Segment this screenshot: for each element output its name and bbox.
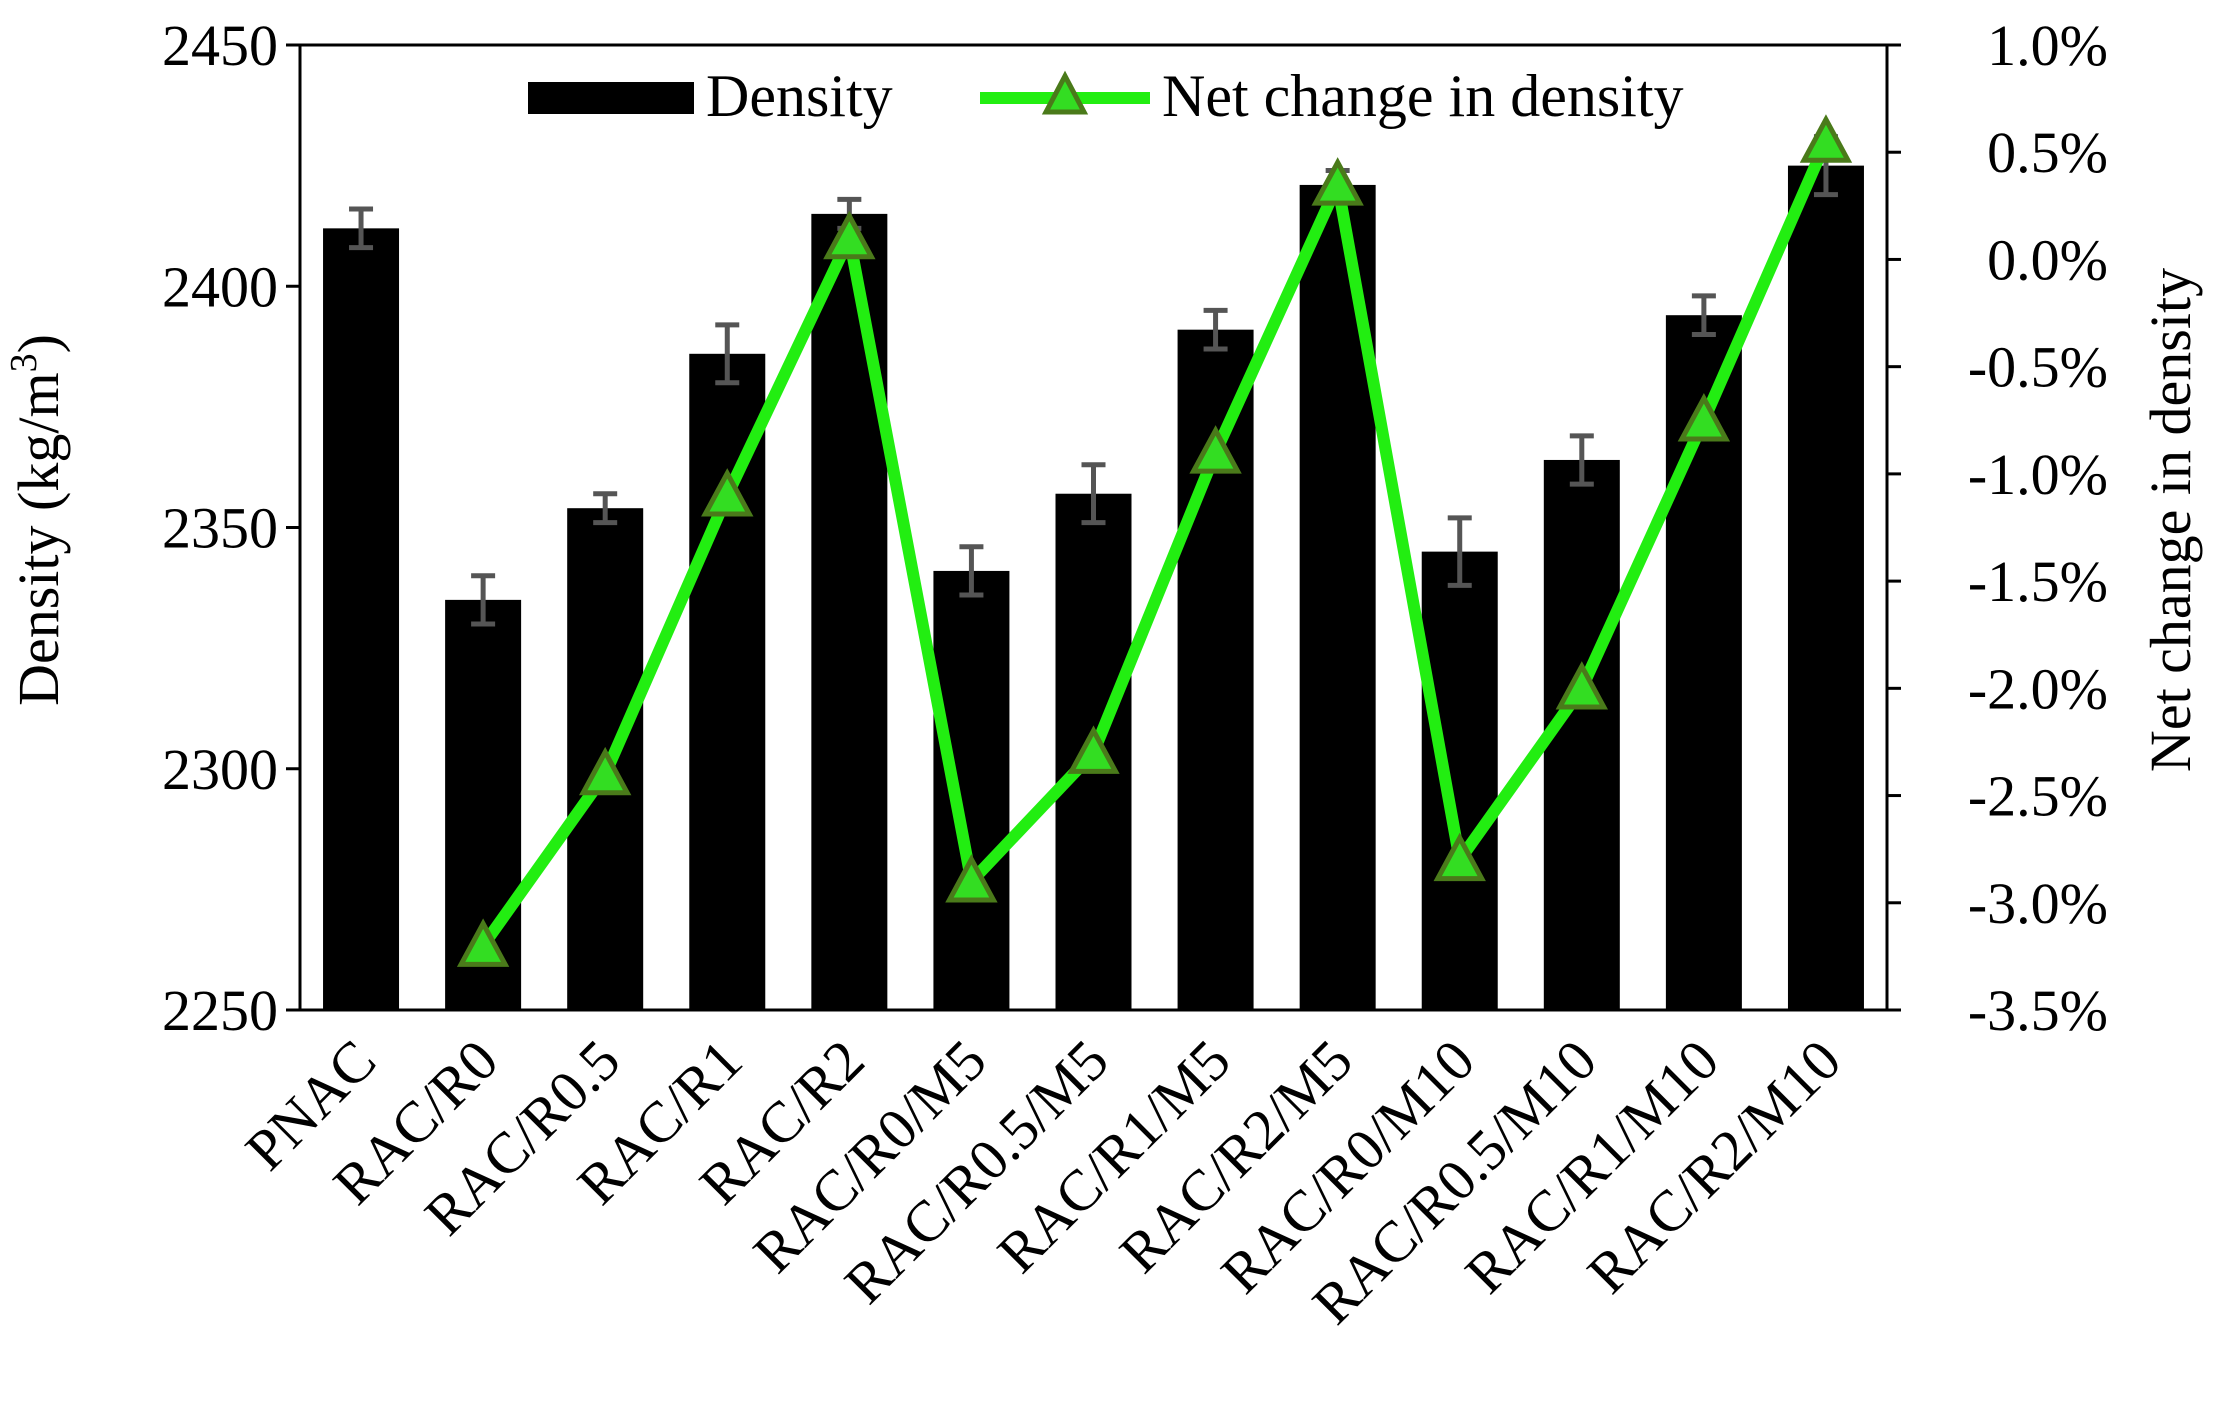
left-axis-tick-label: 2400 [162,254,278,319]
right-axis-tick-label: -3.0% [1968,871,2108,936]
net-change-marker [1433,832,1486,882]
left-axis-title: Density (kg/m3) [3,334,71,706]
line-series [456,114,1853,967]
density-bar [1421,551,1498,1010]
net-change-marker [701,468,754,517]
net-change-marker [1555,661,1609,710]
left-axis-tick-label: 2450 [162,13,278,78]
net-change-marker [1311,157,1364,206]
bar-series [323,134,1864,1011]
right-axis-tick-label: 0.0% [1987,227,2108,292]
right-axis-tick-label: -2.5% [1968,764,2108,829]
right-axis-tick-label: -1.5% [1968,549,2108,614]
left-axis-tick-label: 2350 [162,496,278,561]
density-bar [689,353,766,1010]
net-change-marker [456,918,510,967]
net-change-line [478,139,1832,950]
right-axis-tick-label: -1.0% [1968,442,2108,507]
net-change-marker [1799,114,1853,163]
legend-net-change-marker [1041,70,1089,115]
legend-net-change-label: Net change in density [1162,63,1684,129]
net-change-marker [1067,725,1120,774]
density-bar [1543,459,1620,1010]
legend: Density Net change in density [528,63,1684,129]
left-axis-title-superscript: 3 [3,353,45,372]
density-bar [1787,165,1864,1010]
right-axis-tick-label: -0.5% [1968,335,2108,400]
left-axis-tick-label: 2300 [162,737,278,802]
right-axis-tick-label: -3.5% [1968,978,2108,1043]
net-change-marker [1189,425,1242,474]
net-change-marker [578,746,632,796]
legend-density-label: Density [706,63,893,129]
density-bar [933,570,1010,1010]
right-axis-tick-label: -2.0% [1968,656,2108,721]
net-change-marker [823,210,876,260]
legend-density-swatch [528,82,694,114]
density-bar [323,228,400,1011]
right-axis-title: Net change in density [2138,268,2203,772]
density-bar [811,213,888,1010]
left-axis-tick-label: 2250 [162,978,278,1043]
right-axis-tick-label: 0.5% [1987,120,2108,185]
right-axis-tick-label: 1.0% [1987,13,2108,78]
net-change-marker [1677,393,1731,442]
net-change-marker [945,854,998,903]
